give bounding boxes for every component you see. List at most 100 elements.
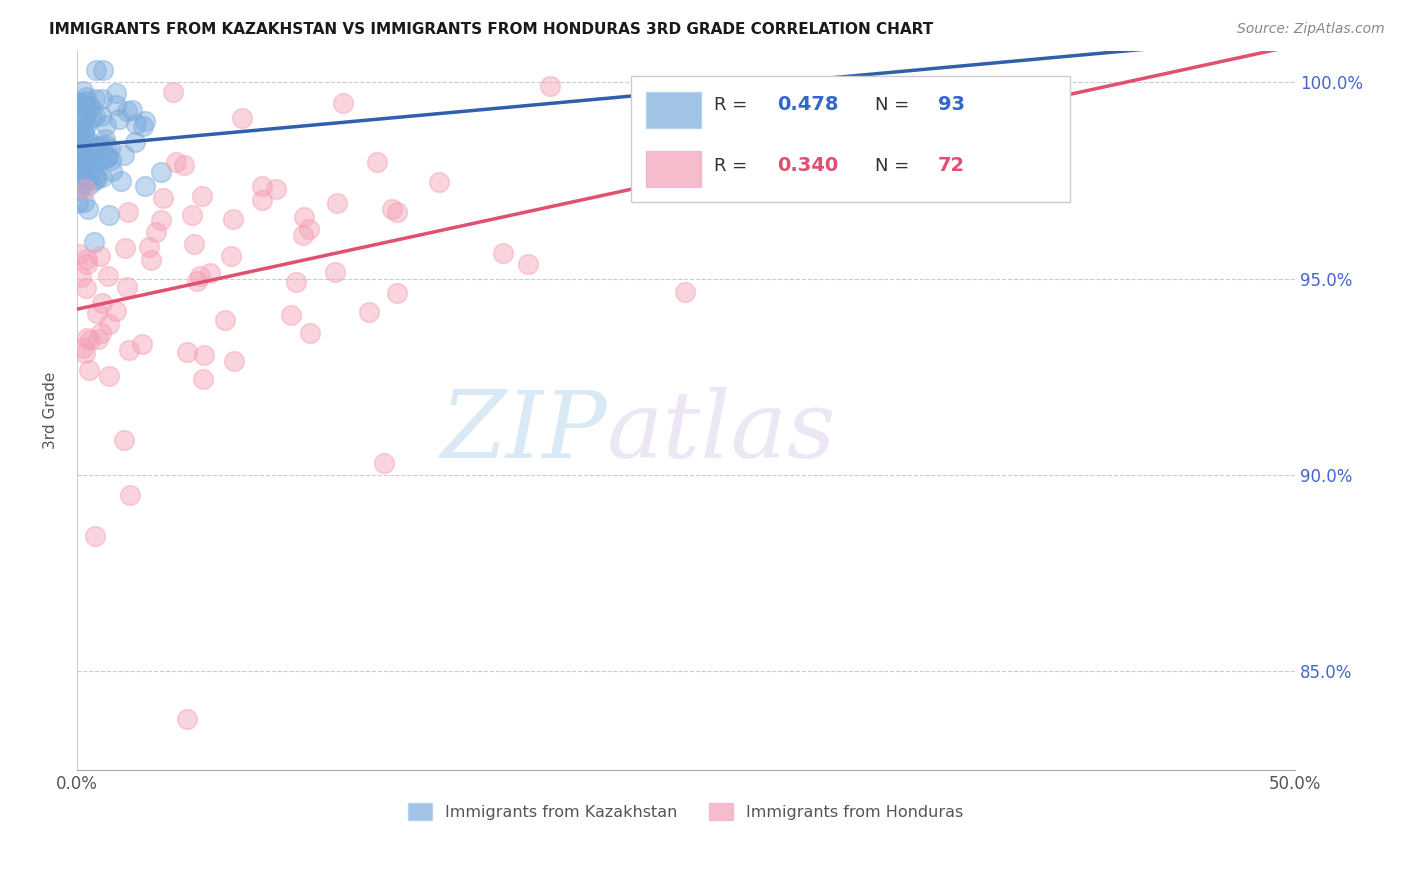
Point — [91, 296, 114, 310]
Point — [73, 177, 96, 191]
Point — [114, 241, 136, 255]
Point — [173, 157, 195, 171]
Point — [82, 161, 104, 176]
Point — [97, 150, 120, 164]
Point — [70, 177, 93, 191]
Point — [67, 129, 90, 144]
Point — [69, 138, 91, 153]
Legend: Immigrants from Kazakhstan, Immigrants from Honduras: Immigrants from Kazakhstan, Immigrants f… — [402, 797, 970, 826]
Point — [117, 204, 139, 219]
Point — [291, 227, 314, 242]
Point — [298, 222, 321, 236]
Point — [381, 202, 404, 217]
Point — [75, 281, 97, 295]
Point — [73, 346, 96, 360]
Point — [373, 456, 395, 470]
Point — [134, 178, 156, 193]
Point — [231, 111, 253, 125]
Point — [69, 160, 91, 174]
Point — [100, 163, 122, 178]
Text: 0.478: 0.478 — [778, 95, 839, 114]
Point — [176, 344, 198, 359]
Point — [80, 152, 103, 166]
Point — [67, 183, 90, 197]
Point — [72, 141, 94, 155]
Point — [98, 142, 121, 156]
Point — [76, 252, 98, 266]
Point — [94, 119, 117, 133]
Point — [75, 90, 97, 104]
Point — [73, 102, 96, 116]
Point — [131, 337, 153, 351]
Point — [70, 95, 93, 110]
Bar — [645, 152, 700, 187]
Point — [86, 170, 108, 185]
Point — [72, 133, 94, 147]
Point — [224, 353, 246, 368]
Point — [70, 160, 93, 174]
Point — [124, 117, 146, 131]
Point — [67, 127, 90, 141]
Point — [87, 332, 110, 346]
Point — [100, 153, 122, 168]
Point — [67, 122, 90, 136]
Point — [299, 326, 322, 341]
Point — [89, 140, 111, 154]
Point — [82, 111, 104, 125]
Point — [292, 210, 315, 224]
Point — [264, 182, 287, 196]
Point — [72, 84, 94, 98]
Point — [110, 174, 132, 188]
Point — [221, 249, 243, 263]
Point — [427, 175, 450, 189]
Point — [83, 109, 105, 123]
Point — [67, 174, 90, 188]
Point — [75, 182, 97, 196]
Point — [112, 147, 135, 161]
Point — [73, 155, 96, 169]
Point — [84, 92, 107, 106]
Point — [323, 264, 346, 278]
Point — [673, 285, 696, 300]
Point — [77, 152, 100, 166]
Text: 93: 93 — [938, 95, 965, 114]
Point — [73, 194, 96, 209]
Point — [67, 195, 90, 210]
Point — [105, 97, 128, 112]
Point — [285, 275, 308, 289]
Text: Source: ZipAtlas.com: Source: ZipAtlas.com — [1237, 22, 1385, 37]
Text: N =: N = — [875, 157, 915, 175]
Point — [517, 257, 540, 271]
Point — [83, 235, 105, 249]
Point — [131, 119, 153, 133]
Text: N =: N = — [875, 95, 915, 113]
Point — [83, 173, 105, 187]
Point — [104, 87, 127, 101]
Text: IMMIGRANTS FROM KAZAKHSTAN VS IMMIGRANTS FROM HONDURAS 3RD GRADE CORRELATION CHA: IMMIGRANTS FROM KAZAKHSTAN VS IMMIGRANTS… — [49, 22, 934, 37]
Point — [69, 152, 91, 166]
Point — [193, 372, 215, 386]
Point — [326, 196, 349, 211]
Point — [366, 154, 388, 169]
Point — [73, 126, 96, 140]
Point — [193, 348, 215, 362]
Point — [181, 209, 204, 223]
Point — [94, 131, 117, 145]
Point — [134, 114, 156, 128]
Point — [90, 109, 112, 123]
Text: atlas: atlas — [607, 387, 837, 476]
Point — [191, 189, 214, 203]
Point — [79, 334, 101, 348]
Point — [117, 280, 139, 294]
Point — [332, 95, 354, 110]
Point — [252, 194, 274, 208]
Point — [198, 266, 221, 280]
Text: R =: R = — [714, 95, 754, 113]
Point — [69, 147, 91, 161]
Point — [72, 168, 94, 182]
Point — [115, 104, 138, 119]
Point — [79, 363, 101, 377]
Point — [87, 139, 110, 153]
Point — [124, 135, 146, 149]
Point — [69, 145, 91, 159]
